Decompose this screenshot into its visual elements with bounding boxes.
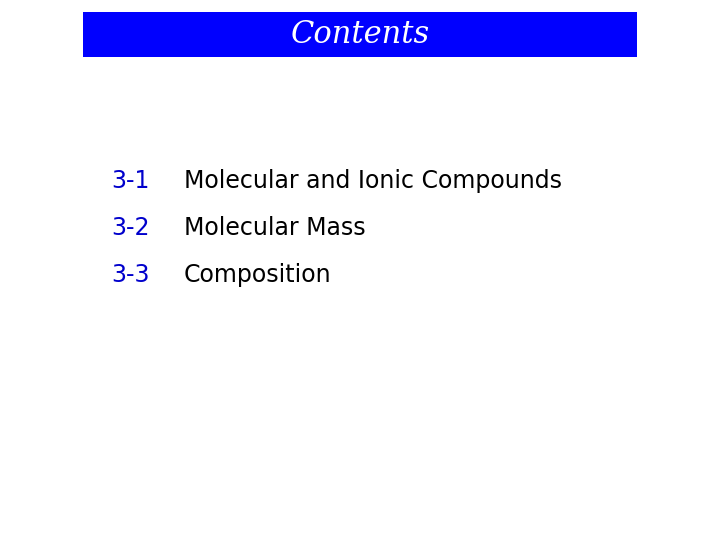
Text: 3-1: 3-1 — [112, 169, 150, 193]
Text: Contents: Contents — [290, 19, 430, 50]
Bar — [83, 12, 637, 57]
Text: 3-3: 3-3 — [112, 263, 150, 287]
Text: 3-2: 3-2 — [112, 216, 150, 240]
Text: Molecular Mass: Molecular Mass — [184, 216, 365, 240]
Text: Molecular and Ionic Compounds: Molecular and Ionic Compounds — [184, 169, 562, 193]
Text: Composition: Composition — [184, 263, 331, 287]
